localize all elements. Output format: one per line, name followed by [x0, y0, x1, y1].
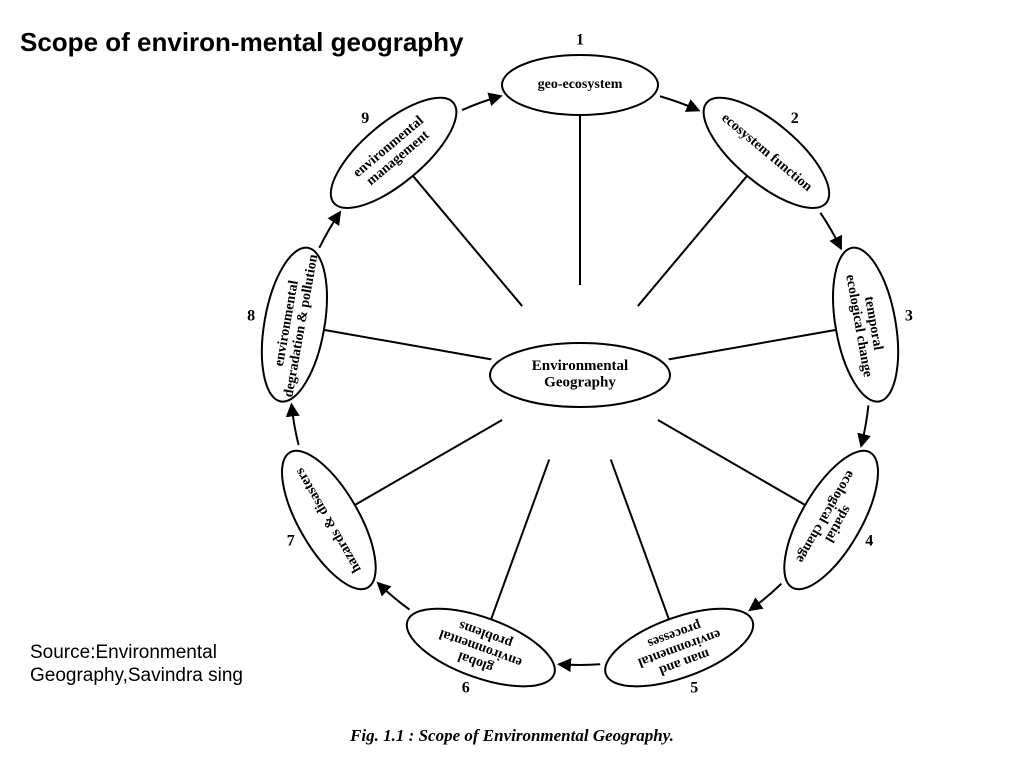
- diagram-node: globalenvironmentalproblems: [397, 593, 564, 703]
- diagram-node-number: 2: [791, 110, 799, 127]
- diagram-node: ecosystem function: [687, 80, 845, 226]
- diagram-center: EnvironmentalGeography: [490, 343, 670, 407]
- diagram-node-number: 8: [247, 308, 255, 325]
- svg-text:geo-ecosystem: geo-ecosystem: [538, 77, 623, 92]
- diagram-node: environmentalmanagement: [315, 80, 473, 226]
- svg-text:Environmental: Environmental: [532, 358, 628, 374]
- diagram-node-number: 3: [905, 308, 913, 325]
- diagram-node-number: 5: [690, 680, 698, 697]
- diagram-node-number: 1: [576, 32, 584, 49]
- diagram-node: geo-ecosystem: [502, 55, 658, 115]
- diagram-node: man andenvironmentalprocesses: [596, 593, 763, 703]
- diagram-node: temporalecological change: [823, 243, 909, 407]
- diagram-node: environmentaldegradation & pollution: [251, 243, 337, 407]
- scope-diagram: geo-ecosystem 1 ecosystem function2 tempora…: [170, 20, 990, 730]
- diagram-node: hazards & disasters: [264, 437, 394, 602]
- diagram-node-number: 6: [462, 680, 470, 697]
- diagram-node: spatialecological change: [766, 437, 896, 602]
- diagram-node-number: 9: [361, 110, 369, 127]
- diagram-node-number: 7: [287, 533, 295, 550]
- svg-text:Geography: Geography: [544, 375, 616, 391]
- diagram-node-number: 4: [865, 533, 873, 550]
